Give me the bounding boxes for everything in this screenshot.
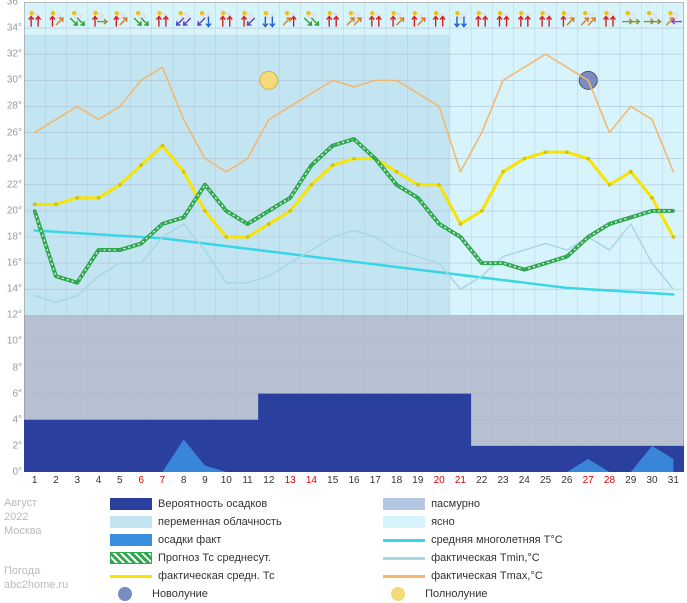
y-tick: 36°	[7, 0, 22, 8]
x-tick: 17	[370, 475, 381, 486]
legend-item-tmin: фактическая Tmin,°C	[383, 549, 653, 567]
y-tick: 8°	[12, 362, 22, 373]
x-tick: 28	[604, 475, 615, 486]
legend-label: фактическая средн. Тс	[158, 570, 275, 582]
y-tick: 0°	[12, 467, 22, 478]
legend: Вероятность осадков переменная облачность…	[110, 495, 670, 603]
weather-chart: 0° 2° 4° 6° 8° 10° 12° 14° 16° 18° 20° 22° 24° 26° 28°…	[0, 0, 687, 599]
legend-item-precip_fact: осадки факт	[110, 531, 380, 549]
legend-item-forecast: Прогноз Тс среднесут.	[110, 549, 380, 567]
x-tick: 3	[74, 475, 80, 486]
legend-label: фактическая Tmax,°C	[431, 570, 543, 582]
legend-item-actual_avg: фактическая средн. Тс	[110, 567, 380, 585]
x-tick: 26	[561, 475, 572, 486]
x-tick: 25	[540, 475, 551, 486]
x-tick: 19	[412, 475, 423, 486]
side-credit1: Погода	[4, 565, 40, 577]
side-credit2: abc2home.ru	[4, 579, 68, 591]
x-tick: 12	[263, 475, 274, 486]
plot-area	[24, 2, 684, 472]
legend-item-climate: средняя многолетняя Т°С	[383, 531, 653, 549]
x-tick: 21	[455, 475, 466, 486]
x-tick: 15	[327, 475, 338, 486]
y-tick: 24°	[7, 153, 22, 164]
x-tick: 16	[348, 475, 359, 486]
legend-item-overcast: пасмурно	[383, 495, 653, 513]
x-tick: 8	[181, 475, 187, 486]
x-tick: 6	[138, 475, 144, 486]
y-tick: 12°	[7, 310, 22, 321]
x-tick: 10	[221, 475, 232, 486]
y-tick: 16°	[7, 258, 22, 269]
legend-item-partly: переменная облачность	[110, 513, 380, 531]
legend-label: средняя многолетняя Т°С	[431, 534, 563, 546]
legend-label: Полнолуние	[425, 588, 487, 600]
legend-label: фактическая Tmin,°C	[431, 552, 540, 564]
legend-label: переменная облачность	[158, 516, 282, 528]
x-tick: 20	[434, 475, 445, 486]
side-month: Август	[4, 497, 37, 509]
x-tick: 5	[117, 475, 123, 486]
y-tick: 30°	[7, 75, 22, 86]
y-tick: 2°	[12, 440, 22, 451]
legend-item-fullmoon: Полнолуние	[383, 585, 653, 603]
x-tick: 24	[519, 475, 530, 486]
x-tick: 27	[583, 475, 594, 486]
x-tick: 13	[285, 475, 296, 486]
plot-svg	[24, 2, 684, 472]
x-axis: 1234567891011121314151617181920212223242…	[24, 475, 684, 489]
y-tick: 10°	[7, 336, 22, 347]
x-tick: 31	[668, 475, 679, 486]
y-tick: 34°	[7, 23, 22, 34]
y-tick: 6°	[12, 388, 22, 399]
x-tick: 7	[160, 475, 166, 486]
x-tick: 9	[202, 475, 208, 486]
legend-item-newmoon: Новолуние	[110, 585, 380, 603]
y-tick: 18°	[7, 232, 22, 243]
y-tick: 20°	[7, 205, 22, 216]
x-tick: 23	[497, 475, 508, 486]
x-tick: 22	[476, 475, 487, 486]
x-tick: 4	[96, 475, 102, 486]
legend-label: пасмурно	[431, 498, 480, 510]
y-tick: 4°	[12, 414, 22, 425]
legend-label: осадки факт	[158, 534, 221, 546]
legend-label: Новолуние	[152, 588, 208, 600]
y-tick: 22°	[7, 179, 22, 190]
x-tick: 18	[391, 475, 402, 486]
legend-label: Прогноз Тс среднесут.	[158, 552, 271, 564]
x-tick: 30	[647, 475, 658, 486]
x-tick: 14	[306, 475, 317, 486]
legend-col-left: Вероятность осадков переменная облачность…	[110, 495, 380, 603]
side-city: Москва	[4, 525, 42, 537]
x-tick: 11	[242, 475, 252, 486]
y-tick: 14°	[7, 284, 22, 295]
legend-label: Вероятность осадков	[158, 498, 267, 510]
side-year: 2022	[4, 511, 28, 523]
y-axis: 0°2°4°6°8°10°12°14°16°18°20°22°24°26°28°…	[0, 2, 24, 472]
x-tick: 1	[32, 475, 38, 486]
x-tick: 2	[53, 475, 59, 486]
legend-item-clear: ясно	[383, 513, 653, 531]
legend-item-precip_prob: Вероятность осадков	[110, 495, 380, 513]
legend-item-tmax: фактическая Tmax,°C	[383, 567, 653, 585]
legend-label: ясно	[431, 516, 455, 528]
y-tick: 28°	[7, 101, 22, 112]
legend-col-right: пасмурно ясно средняя многолетняя Т°С факти…	[383, 495, 653, 603]
y-tick: 26°	[7, 127, 22, 138]
x-tick: 29	[625, 475, 636, 486]
y-tick: 32°	[7, 49, 22, 60]
